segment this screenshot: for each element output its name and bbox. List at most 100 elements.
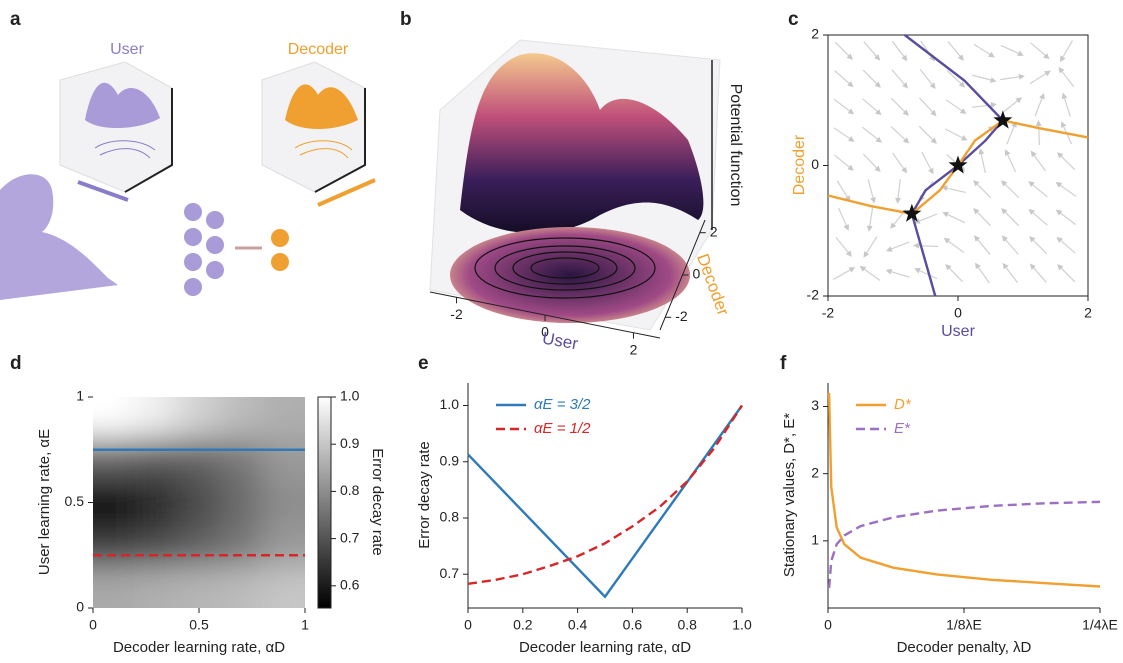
streamline: [977, 265, 990, 283]
illustration: a User Decoder: [0, 9, 375, 300]
streamline: [1003, 210, 1019, 226]
series-line: [468, 406, 742, 584]
x-axis-label: Decoder penalty, λD: [897, 639, 1032, 656]
heatmap-cell: [53, 357, 135, 439]
person-silhouette: [0, 174, 118, 300]
streamline: [888, 271, 909, 277]
streamline: [945, 129, 965, 139]
streamline: [945, 213, 965, 222]
streamline: [920, 69, 934, 86]
streamline: [975, 182, 991, 198]
y-axis-label: Stationary values, D*, E*: [781, 413, 798, 577]
streamline: [976, 238, 990, 255]
x-tick-label: 0.2: [513, 617, 533, 633]
x-tick-label: 0: [954, 305, 962, 321]
streamline: [837, 181, 849, 200]
streamline: [1030, 72, 1049, 84]
x-tick-label: 2: [630, 341, 638, 357]
streamline: [834, 99, 852, 112]
heatmap-cell: [53, 439, 135, 481]
panel-label: b: [400, 9, 412, 30]
heatmap-cell: [263, 357, 345, 439]
figure: a User Decoder b-202-202UserDecoderPoten…: [0, 0, 1123, 663]
legend-label: αE = 1/2: [534, 420, 591, 437]
x-tick-label: -2: [450, 306, 463, 322]
colorbar-tick-label: 0.6: [340, 577, 360, 593]
colorbar-tick-label: 0.9: [340, 435, 360, 451]
y-tick-label: 0.7: [440, 565, 460, 581]
series-line: [829, 393, 1100, 586]
x-tick-label: 1/4λE: [1082, 617, 1118, 633]
streamline: [920, 98, 935, 114]
streamline: [868, 179, 874, 200]
heatmap-cell: [263, 439, 345, 481]
y-tick-label: 1: [811, 532, 819, 548]
streamline: [948, 41, 962, 58]
y-tick-label: 2: [811, 464, 819, 480]
streamline: [835, 42, 851, 58]
streamline: [1006, 152, 1015, 172]
y-tick-label: 0: [811, 156, 819, 172]
x-tick-label: 0: [464, 617, 472, 633]
heatmap-cell: [135, 357, 177, 439]
streamline: [892, 70, 906, 87]
heatmap-cell: [220, 524, 262, 566]
streamline: [898, 179, 901, 201]
streamline: [1039, 123, 1040, 145]
y-tick-label: 0.9: [440, 452, 460, 468]
x-tick-label: 1.0: [732, 617, 752, 633]
streamline: [1000, 76, 1022, 79]
x-tick-label: 0.8: [677, 617, 697, 633]
streamline: [833, 269, 852, 280]
streamline: [922, 152, 932, 171]
streamline: [917, 214, 937, 222]
streamline: [834, 155, 851, 169]
heatmap-cell: [135, 481, 177, 523]
heatmap-cell: [263, 481, 345, 523]
streamline: [869, 207, 872, 229]
panel-label: c: [788, 9, 799, 30]
x-tick-label: 0.6: [623, 617, 643, 633]
colorbar-tick-label: 0.7: [340, 529, 360, 545]
streamline: [1033, 153, 1046, 171]
streamline: [1060, 69, 1073, 86]
streamline: [863, 99, 880, 113]
streamline: [1059, 239, 1076, 253]
streamline: [981, 151, 985, 173]
colorbar: [318, 397, 331, 608]
x-axis-label: User: [541, 329, 580, 354]
streamline: [946, 100, 964, 113]
y-tick-label: 0.5: [65, 493, 85, 509]
panel-label: a: [10, 9, 21, 30]
y-tick-label: 1: [76, 388, 84, 404]
z-axis-label: Potential function: [727, 84, 744, 207]
x-tick-label: 0: [824, 617, 832, 633]
streamline: [1003, 182, 1019, 197]
series-line: [829, 502, 1100, 588]
streamline: [1059, 154, 1075, 169]
streamline: [891, 127, 907, 142]
series-line: [468, 406, 742, 597]
x-axis-label: Decoder learning rate, αD: [113, 639, 285, 656]
legend-label: E*: [894, 420, 911, 437]
heatmap-cell: [53, 524, 135, 566]
streamline: [862, 268, 880, 281]
panel-label: e: [418, 353, 429, 374]
streamline: [1004, 265, 1017, 283]
heatmap-cell: [178, 357, 220, 439]
x-tick-label: 1/8λE: [946, 617, 982, 633]
x-axis-label: User: [941, 323, 975, 340]
fixed-point: [902, 204, 921, 222]
y-axis-label: Error decay rate: [416, 441, 433, 549]
streamline: [839, 208, 848, 228]
axis-spines: [828, 383, 1100, 608]
heatmap-cells: [53, 357, 345, 648]
streamline: [1004, 238, 1018, 255]
heatmap-cell: [53, 566, 135, 648]
heatmap-cell: [178, 439, 220, 481]
heatmap-cell: [135, 566, 177, 648]
streamline: [1031, 238, 1047, 254]
user-label: User: [110, 41, 144, 58]
streamline: [862, 127, 879, 141]
heatmap-cell: [178, 481, 220, 523]
